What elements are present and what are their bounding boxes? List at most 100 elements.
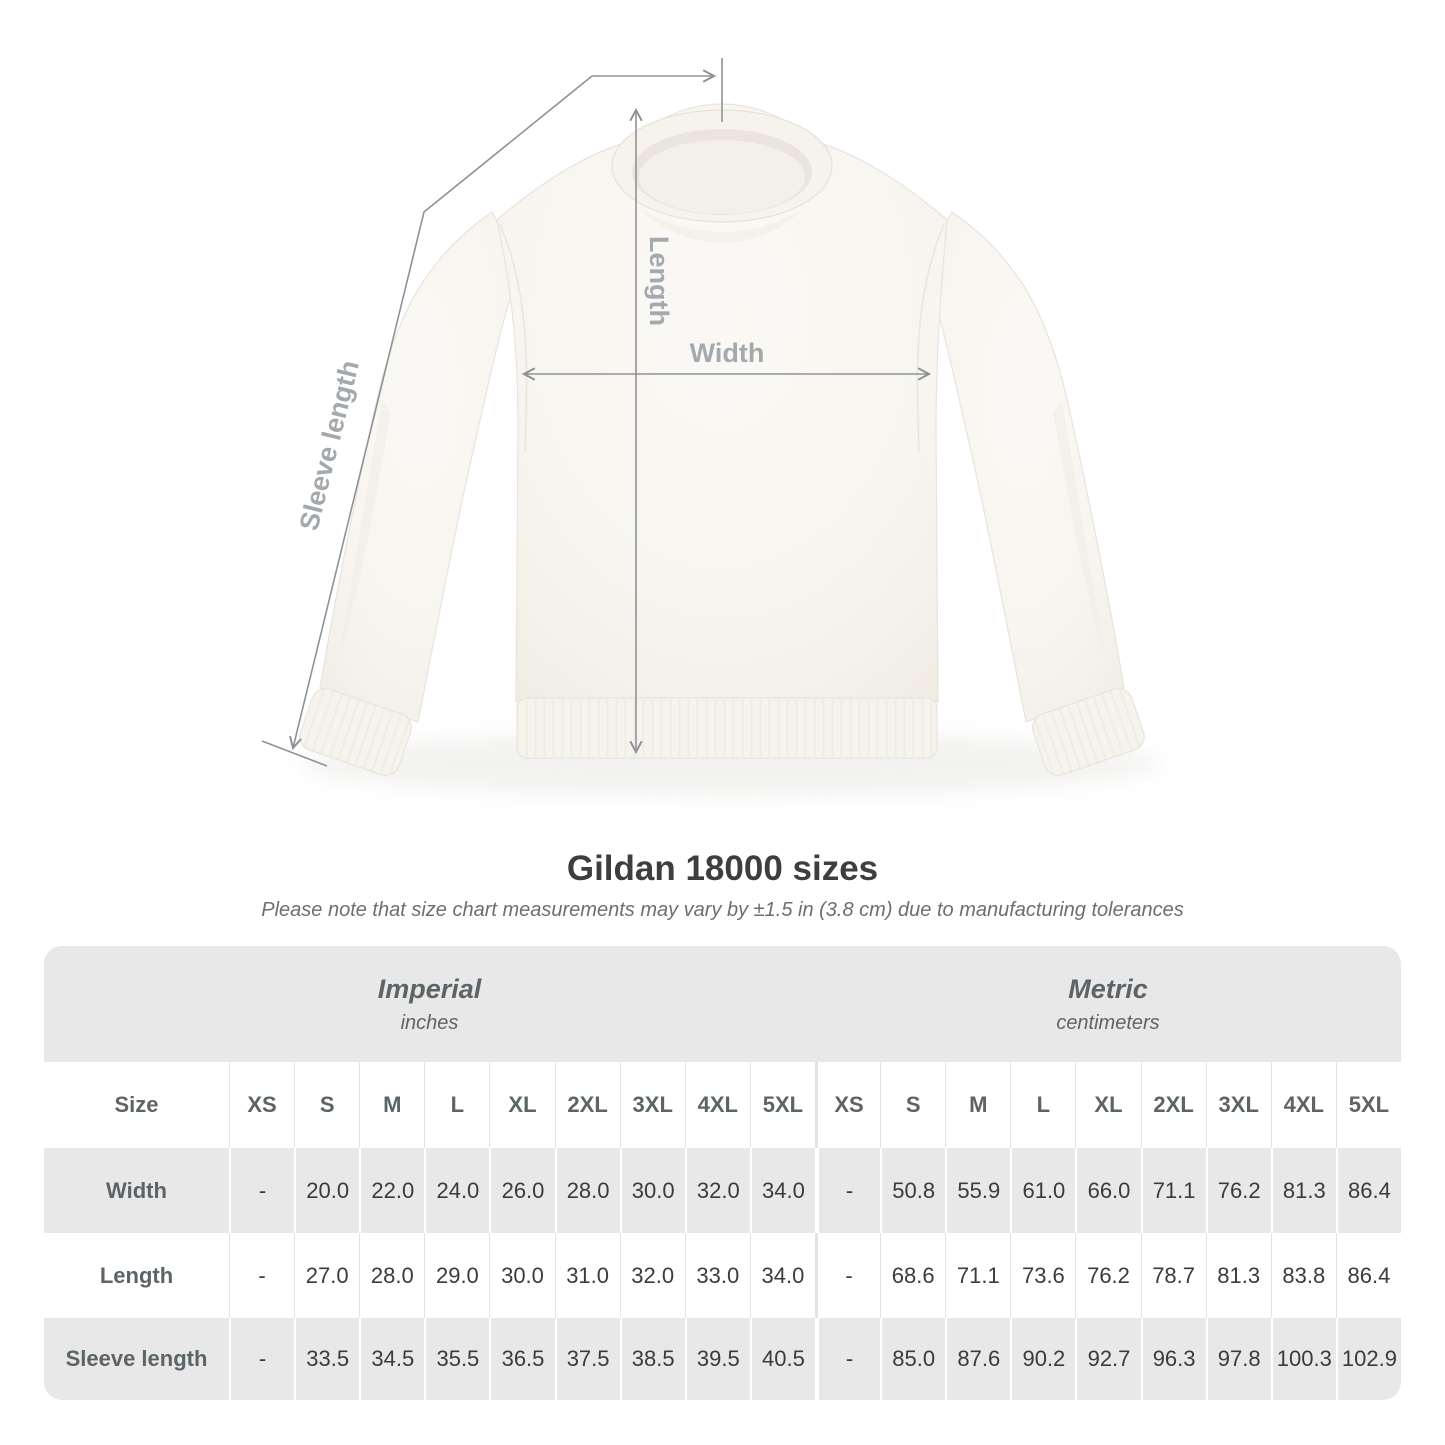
table-cell: 73.6 <box>1010 1233 1075 1318</box>
table-cell: 76.2 <box>1075 1233 1140 1318</box>
table-cell: 30.0 <box>619 1148 685 1233</box>
table-cell: 78.7 <box>1140 1233 1206 1318</box>
table-cell: 71.1 <box>945 1233 1010 1318</box>
size-header-row: Size XS S M L XL 2XL 3XL 4XL 5XL XS S M … <box>44 1062 1401 1148</box>
table-cell: 28.0 <box>359 1233 424 1318</box>
sweatshirt-image: Width Length Sleeve length <box>261 58 1160 796</box>
table-cell: 30.0 <box>489 1233 554 1318</box>
length-label: Length <box>644 236 674 326</box>
table-cell: 83.8 <box>1270 1233 1336 1318</box>
table-cell: 76.2 <box>1205 1148 1271 1233</box>
column-header: XS <box>229 1062 294 1148</box>
table-cell: 97.8 <box>1205 1318 1271 1400</box>
table-cell: 29.0 <box>424 1233 489 1318</box>
column-header: S <box>880 1062 945 1148</box>
column-header: M <box>945 1062 1010 1148</box>
imperial-title: Imperial <box>377 973 482 1004</box>
table-cell: 40.5 <box>749 1318 815 1400</box>
sweatshirt-body <box>496 103 948 759</box>
column-header: 4XL <box>1270 1062 1336 1148</box>
row-label: Width <box>106 1177 167 1203</box>
metric-unit: centimeters <box>1056 1011 1160 1034</box>
size-column-header: Size <box>114 1092 159 1117</box>
table-cell: 102.9 <box>1335 1318 1401 1400</box>
table-cell: - <box>815 1318 880 1400</box>
table-cell: 22.0 <box>359 1148 424 1233</box>
collar <box>611 109 833 223</box>
table-cell: 81.3 <box>1205 1233 1271 1318</box>
table-cell: 32.0 <box>684 1148 750 1233</box>
sweatshirt-sleeves <box>299 211 1145 776</box>
left-cuff <box>299 688 413 776</box>
metric-title: Metric <box>1068 973 1148 1004</box>
sweatshirt-figure: Width Length Sleeve length <box>261 58 1160 796</box>
table-cell: 81.3 <box>1270 1148 1336 1233</box>
table-cell: 50.8 <box>880 1148 945 1233</box>
table-cell: 90.2 <box>1010 1318 1075 1400</box>
column-header: 3XL <box>1205 1062 1271 1148</box>
table-cell: 33.5 <box>294 1318 359 1400</box>
table-cell: 28.0 <box>554 1148 620 1233</box>
table-cell: 33.0 <box>684 1233 750 1318</box>
table-cell: 86.4 <box>1335 1148 1401 1233</box>
tolerance-note: Please note that size chart measurements… <box>261 899 1184 921</box>
column-header: L <box>424 1062 489 1148</box>
width-label: Width <box>690 338 765 368</box>
table-cell: 38.5 <box>619 1318 685 1400</box>
length-row: Length - 27.0 28.0 29.0 30.0 31.0 32.0 3… <box>44 1233 1401 1318</box>
table-cell: - <box>229 1318 294 1400</box>
table-cell: - <box>815 1233 880 1318</box>
table-cell: 92.7 <box>1075 1318 1140 1400</box>
table-cell: 87.6 <box>945 1318 1010 1400</box>
table-cell: 85.0 <box>880 1318 945 1400</box>
table-cell: 32.0 <box>619 1233 685 1318</box>
table-cell: 96.3 <box>1140 1318 1206 1400</box>
column-header: 5XL <box>1335 1062 1401 1148</box>
table-cell: - <box>229 1148 294 1233</box>
column-header: XS <box>815 1062 880 1148</box>
table-cell: 86.4 <box>1335 1233 1401 1318</box>
sleeve-length-arrow <box>288 75 593 751</box>
column-header: L <box>1010 1062 1075 1148</box>
sleeve-end-tick <box>261 740 328 767</box>
metric-header: Metric centimeters <box>815 946 1401 1062</box>
column-header: 2XL <box>1140 1062 1206 1148</box>
imperial-header: Imperial inches <box>44 946 815 1062</box>
table-cell: 20.0 <box>294 1148 359 1233</box>
column-header: 3XL <box>619 1062 685 1148</box>
table-cell: 39.5 <box>684 1318 750 1400</box>
column-header: 2XL <box>554 1062 620 1148</box>
table-cell: - <box>229 1233 294 1318</box>
table-cell: 55.9 <box>945 1148 1010 1233</box>
column-header: S <box>294 1062 359 1148</box>
column-header: XL <box>1075 1062 1140 1148</box>
table-cell: 71.1 <box>1140 1148 1206 1233</box>
column-header: M <box>359 1062 424 1148</box>
width-row: Width - 20.0 22.0 24.0 26.0 28.0 30.0 32… <box>44 1148 1401 1233</box>
table-cell: 35.5 <box>424 1318 489 1400</box>
column-header: XL <box>489 1062 554 1148</box>
unit-band: Imperial inches Metric centimeters <box>44 946 1401 1062</box>
table-cell: 61.0 <box>1010 1148 1075 1233</box>
sleeve-length-row: Sleeve length - 33.5 34.5 35.5 36.5 37.5… <box>44 1318 1401 1400</box>
table-cell: 36.5 <box>489 1318 554 1400</box>
table-cell: 37.5 <box>554 1318 620 1400</box>
imperial-unit: inches <box>400 1011 459 1034</box>
table-cell: 31.0 <box>554 1233 620 1318</box>
table-cell: 100.3 <box>1270 1318 1336 1400</box>
row-label: Length <box>99 1262 174 1288</box>
table-cell: 34.0 <box>749 1148 815 1233</box>
row-label: Sleeve length <box>65 1346 208 1371</box>
table-cell: 27.0 <box>294 1233 359 1318</box>
table-cell: 66.0 <box>1075 1148 1140 1233</box>
hem-band <box>516 697 938 759</box>
measurement-lines <box>261 58 932 767</box>
right-cuff <box>1031 688 1145 776</box>
table-cell: - <box>815 1148 880 1233</box>
garment-shadow <box>300 732 1160 796</box>
table-cell: 34.0 <box>749 1233 815 1318</box>
table-cell: 68.6 <box>880 1233 945 1318</box>
table-cell: 24.0 <box>424 1148 489 1233</box>
column-header: 5XL <box>749 1062 815 1148</box>
size-table: Imperial inches Metric centimeters Size … <box>44 946 1401 1400</box>
